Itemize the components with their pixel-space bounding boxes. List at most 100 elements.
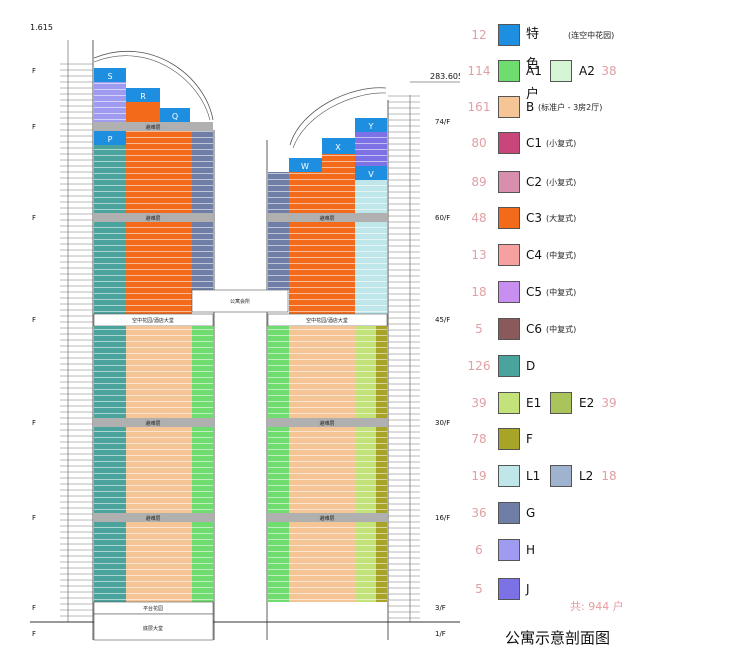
legend-code-secondary: E2 xyxy=(579,396,595,410)
legend-count: 48 xyxy=(471,211,487,225)
legend-note: (中复式) xyxy=(546,251,577,260)
diagram-title: 公寓示意剖面图 xyxy=(505,629,611,647)
sky-bridge-label: 公寓会所 xyxy=(230,298,250,305)
legend-count: 89 xyxy=(471,175,487,189)
legend-swatch xyxy=(498,60,520,82)
left-floor-label: F xyxy=(32,123,36,131)
legend-code: C2 xyxy=(526,175,543,189)
left-floor-label: F xyxy=(32,67,36,75)
zone-r-block xyxy=(126,88,160,102)
right-floor-label: 45/F xyxy=(435,316,450,324)
legend-count: 6 xyxy=(475,543,483,557)
legend-swatch xyxy=(498,428,520,450)
zone-label-x: X xyxy=(335,143,341,152)
legend-swatch xyxy=(498,171,520,193)
legend-swatch xyxy=(498,392,520,414)
legend-swatch xyxy=(498,578,520,600)
legend-swatch-secondary xyxy=(550,465,572,487)
right-mech-label-2: 避难层 xyxy=(319,420,334,427)
ground-label: 底层大堂 xyxy=(143,625,163,632)
left-floor-label: F xyxy=(32,419,36,427)
unit-type-legend: 12 特色户 (连空中花园) 114 A1 A2 38 161 B (标准户 -… xyxy=(462,0,740,649)
legend-code: H xyxy=(526,543,536,557)
legend-count: 39 xyxy=(471,396,487,410)
zone-label-s: S xyxy=(107,72,112,81)
legend-swatch xyxy=(498,318,520,340)
legend-code: F xyxy=(526,432,533,446)
legend-swatch xyxy=(498,465,520,487)
legend-count-secondary: 38 xyxy=(601,64,617,78)
right-floor-label: 60/F xyxy=(435,214,450,222)
left-mech-label-1: 避难层 xyxy=(145,124,160,131)
legend-code-secondary: L2 xyxy=(579,469,594,483)
right-mech-label-3: 避难层 xyxy=(319,515,334,522)
legend-code: C6 xyxy=(526,322,543,336)
legend-note: (中复式) xyxy=(546,325,577,334)
legend-code: E1 xyxy=(526,396,542,410)
legend-code: G xyxy=(526,506,536,520)
right-floor-label: 74/F xyxy=(435,118,450,126)
legend-note: (小复式) xyxy=(546,139,577,148)
legend-swatch-secondary xyxy=(550,60,572,82)
zone-label-r: R xyxy=(140,92,146,101)
legend-count: 36 xyxy=(471,506,487,520)
zone-y-block xyxy=(355,118,387,132)
zone-s-block xyxy=(94,68,126,82)
legend-swatch xyxy=(498,132,520,154)
left-mech-label-4: 避难层 xyxy=(145,515,160,522)
legend-code: C1 xyxy=(526,136,543,150)
legend-note: (大复式) xyxy=(546,214,577,223)
legend-swatch xyxy=(498,502,520,524)
legend-code: C3 xyxy=(526,211,543,225)
legend-note: (小复式) xyxy=(546,178,577,187)
left-floor-label: F xyxy=(32,604,36,612)
legend-swatch xyxy=(498,207,520,229)
left-floor-label: F xyxy=(32,630,36,638)
zone-label-y: Y xyxy=(368,122,374,131)
zone-q-block xyxy=(160,108,190,122)
legend-code: C4 xyxy=(526,248,543,262)
legend-swatch xyxy=(498,539,520,561)
zone-label-w: W xyxy=(301,162,309,171)
section-diagram: 避难层 避难层 空中花园/酒店大堂 避难层 xyxy=(30,23,460,641)
left-floor-label: F xyxy=(32,316,36,324)
legend-code: A1 xyxy=(526,64,542,78)
legend-count: 18 xyxy=(471,285,487,299)
right-floor-label: 1/F xyxy=(435,630,446,638)
legend-code: D xyxy=(526,359,536,373)
right-mech-label-1: 避难层 xyxy=(319,215,334,222)
right-sky-garden-label: 空中花园/酒店大堂 xyxy=(306,317,348,324)
left-floor-label: F xyxy=(32,214,36,222)
legend-code: B xyxy=(526,100,535,114)
left-mech-label-2: 避难层 xyxy=(145,215,160,222)
legend-swatch xyxy=(498,96,520,118)
zone-w-block xyxy=(289,158,322,172)
left-floor-label: F xyxy=(32,514,36,522)
legend-code: 特色户 xyxy=(526,27,540,102)
legend-swatch-secondary xyxy=(550,392,572,414)
legend-swatch xyxy=(498,355,520,377)
legend-count: 5 xyxy=(475,322,483,336)
legend-note: (连空中花园) xyxy=(568,31,615,40)
right-floor-label: 30/F xyxy=(435,419,450,427)
legend-count-secondary: 18 xyxy=(601,469,617,483)
zone-label-p: P xyxy=(108,135,113,144)
legend-swatch xyxy=(498,281,520,303)
right-floor-label: 16/F xyxy=(435,514,450,522)
total-units: 共: 944 户 xyxy=(570,600,624,613)
zone-v-block xyxy=(355,166,387,180)
legend-count: 126 xyxy=(467,359,491,373)
right-top-elevation: 283.605 xyxy=(430,72,460,81)
legend-count: 12 xyxy=(471,28,487,42)
legend-swatch xyxy=(498,244,520,266)
legend-note: (标准户 - 3房2厅) xyxy=(538,103,603,112)
lobby-label: 平台花园 xyxy=(143,605,163,612)
legend-code: C5 xyxy=(526,285,543,299)
legend-count: 114 xyxy=(467,64,491,78)
legend-count: 5 xyxy=(475,582,483,596)
legend-swatch xyxy=(498,24,520,46)
right-tower: 避难层 空中花园/酒店大堂 避难层 避难层 xyxy=(267,87,388,602)
legend-count: 78 xyxy=(471,432,487,446)
legend-count: 80 xyxy=(471,136,487,150)
zone-label-v: V xyxy=(368,170,374,179)
